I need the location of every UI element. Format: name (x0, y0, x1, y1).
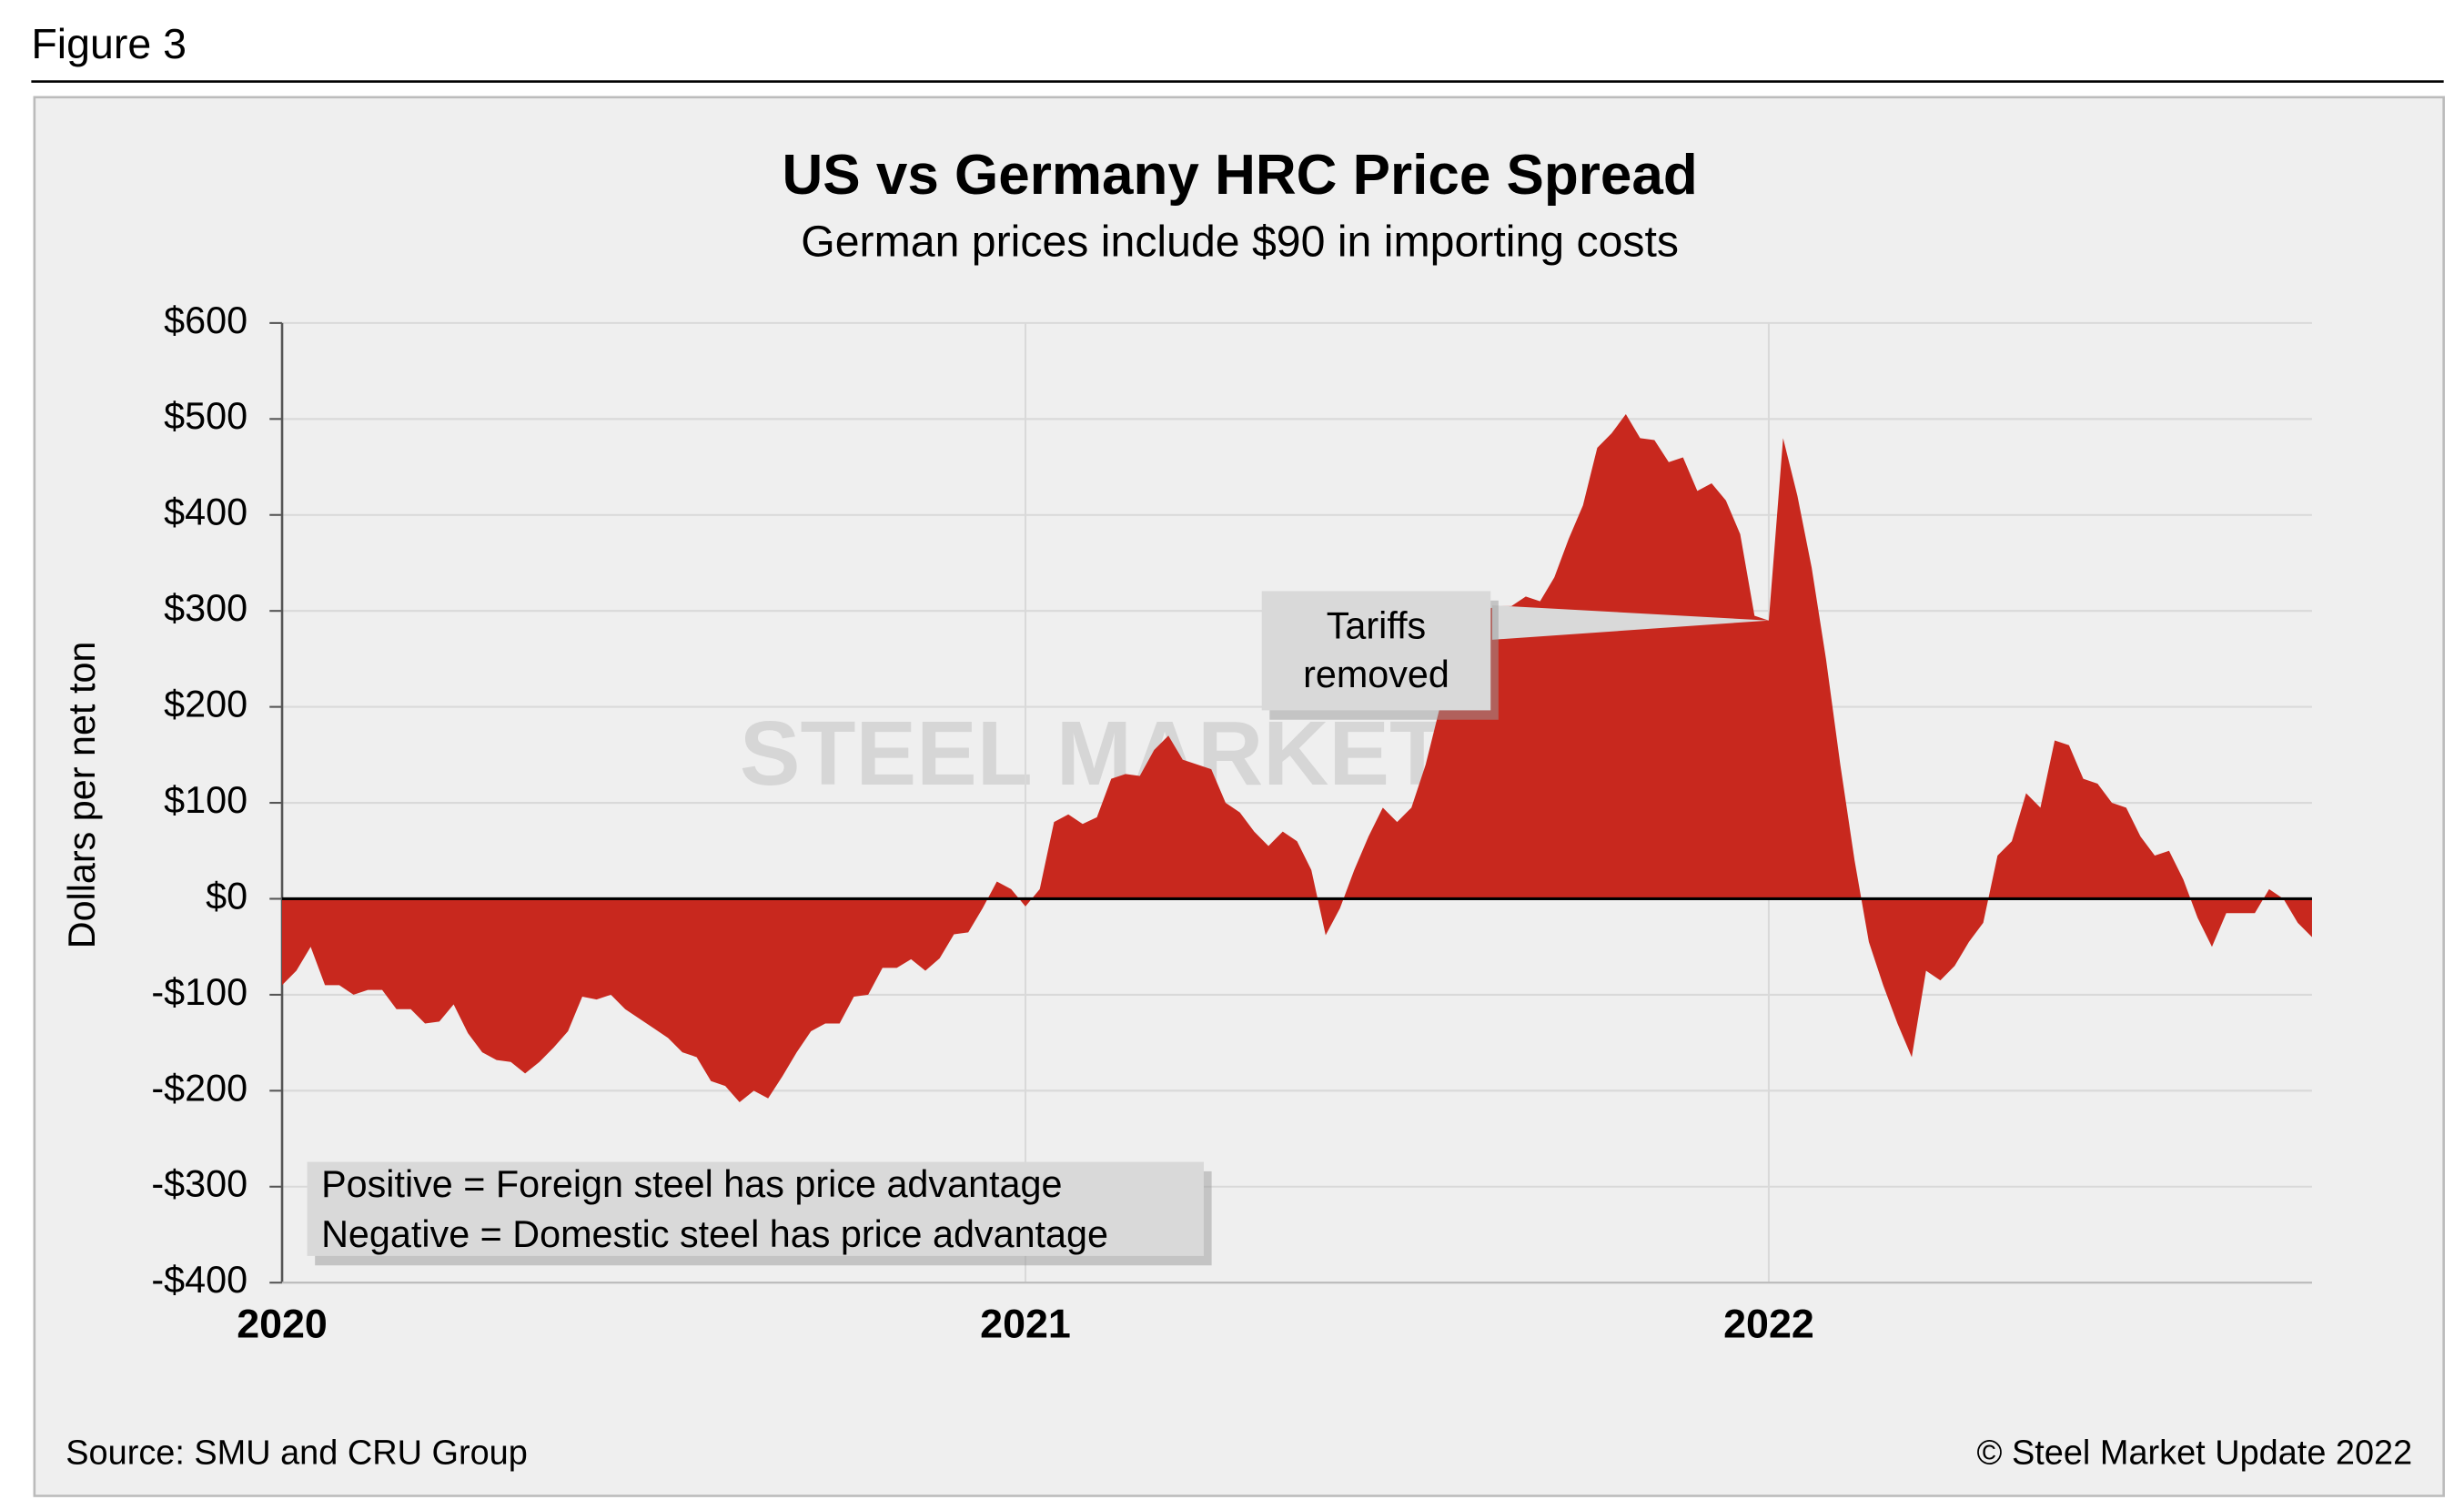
area (282, 414, 2312, 1102)
y-tick-label: -$300 (151, 1163, 247, 1205)
figure-label: Figure 3 (31, 20, 187, 67)
y-axis-label: Dollars per net ton (61, 642, 103, 949)
y-tick-label: $0 (206, 875, 247, 917)
y-tick-label: $400 (164, 492, 247, 533)
x-tick-label: 2022 (1723, 1301, 1814, 1346)
x-tick-label: 2021 (980, 1301, 1071, 1346)
annotation: Tariffs (1327, 605, 1426, 647)
callout-box (1261, 591, 1491, 711)
chart-subtitle: German prices include $90 in importing c… (801, 217, 1679, 266)
chart-title: US vs Germany HRC Price Spread (783, 144, 1698, 207)
y-tick-label: $300 (164, 587, 247, 629)
source: Source: SMU and CRU Group (66, 1434, 528, 1473)
y-tick-label: -$100 (151, 971, 247, 1013)
copyright: © Steel Market Update 2022 (1977, 1434, 2413, 1473)
annotation: removed (1303, 654, 1449, 695)
y-tick-label: $600 (164, 299, 247, 341)
x-tick-label: 2020 (237, 1301, 328, 1346)
note-box (307, 1161, 1204, 1256)
note: Negative = Domestic steel has price adva… (321, 1213, 1108, 1255)
y-tick-label: -$400 (151, 1259, 247, 1301)
y-tick-label: $100 (164, 779, 247, 821)
y-tick-label: $500 (164, 395, 247, 437)
y-tick-label: -$200 (151, 1067, 247, 1109)
callout-pointer (1491, 604, 1769, 640)
note: Positive = Foreign steel has price advan… (321, 1163, 1062, 1205)
y-tick-label: $200 (164, 684, 247, 725)
